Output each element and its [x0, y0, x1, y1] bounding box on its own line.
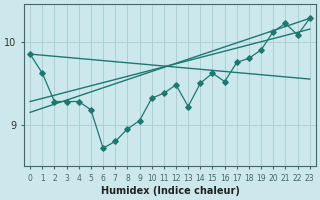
X-axis label: Humidex (Indice chaleur): Humidex (Indice chaleur): [100, 186, 239, 196]
